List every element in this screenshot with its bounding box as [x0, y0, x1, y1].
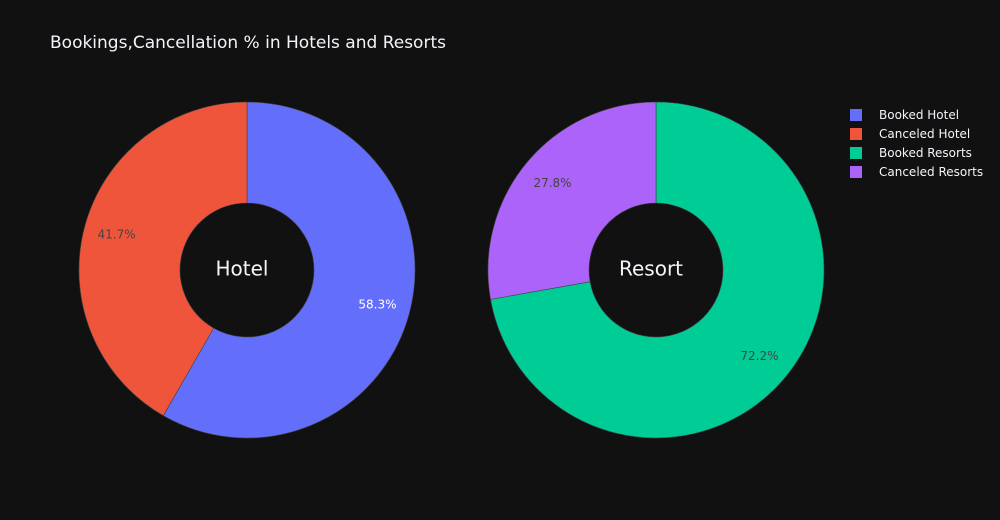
slice-canceled-hotel[interactable]: [78, 101, 248, 417]
legend-swatch: [850, 127, 862, 140]
legend-item-canceled-resorts[interactable]: Canceled Resorts: [850, 162, 983, 181]
slice-label-canceled-hotel: 41.7%: [98, 228, 136, 242]
legend-item-booked-hotel[interactable]: Booked Hotel: [850, 105, 983, 124]
legend-swatch: [850, 165, 862, 178]
legend-label: Booked Resorts: [879, 145, 972, 160]
legend-label: Canceled Resorts: [879, 164, 984, 179]
slice-canceled-resorts[interactable]: [487, 101, 657, 300]
donut-center-label: Hotel: [216, 257, 269, 281]
legend-swatch: [850, 146, 862, 159]
hotel-donut: 58.3% 41.7% Hotel: [78, 101, 416, 439]
chart-title: Bookings,Cancellation % in Hotels and Re…: [50, 33, 446, 53]
legend: Booked Hotel Canceled Hotel Booked Resor…: [850, 105, 983, 181]
slice-booked-resorts[interactable]: [490, 101, 825, 439]
legend-label: Canceled Hotel: [879, 126, 971, 141]
slice-label-canceled-resorts: 27.8%: [533, 176, 571, 190]
resort-donut: 72.2% 27.8% Resort: [487, 101, 825, 439]
slice-booked-hotel[interactable]: [162, 101, 416, 439]
legend-item-canceled-hotel[interactable]: Canceled Hotel: [850, 124, 983, 143]
slice-label-booked-resorts: 72.2%: [740, 349, 778, 363]
donut-center-label: Resort: [619, 257, 683, 281]
legend-label: Booked Hotel: [879, 107, 960, 122]
legend-item-booked-resorts[interactable]: Booked Resorts: [850, 143, 983, 162]
legend-swatch: [850, 108, 862, 121]
slice-label-booked-hotel: 58.3%: [358, 297, 396, 311]
